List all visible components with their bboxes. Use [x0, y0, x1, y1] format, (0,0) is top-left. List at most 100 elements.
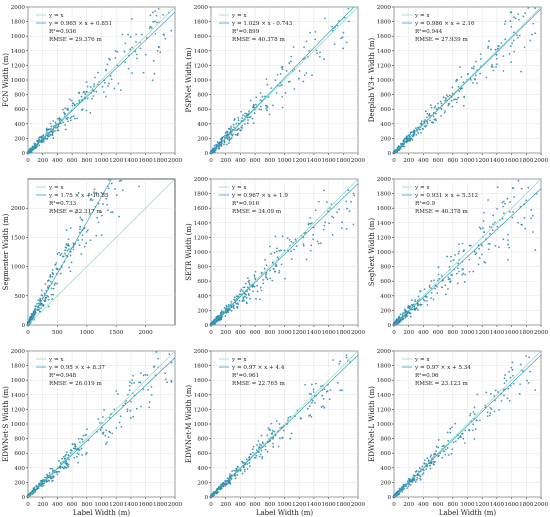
scatter-point	[527, 7, 530, 9]
scatter-point	[133, 381, 135, 384]
scatter-point	[252, 104, 255, 107]
scatter-point	[33, 144, 36, 147]
scatter-point	[271, 432, 274, 435]
scatter-point	[269, 277, 272, 280]
scatter-point	[56, 127, 59, 129]
scatter-point	[474, 253, 477, 256]
scatter-point	[399, 148, 402, 150]
r-squared-label: R²=0.9	[415, 200, 435, 207]
scatter-point	[148, 401, 151, 403]
scatter-point	[232, 306, 235, 308]
y-tick-label: 400	[380, 294, 391, 300]
scatter-point	[476, 393, 479, 396]
scatter-point	[404, 308, 406, 310]
scatter-point	[345, 41, 348, 44]
scatter-point	[79, 441, 81, 444]
scatter-point	[228, 475, 231, 478]
scatter-point	[492, 214, 495, 217]
scatter-point	[85, 451, 88, 454]
scatter-point	[338, 208, 341, 211]
scatter-point	[89, 112, 92, 114]
scatter-point	[51, 479, 54, 482]
scatter-point	[259, 286, 262, 289]
scatter-point	[444, 293, 447, 296]
scatter-point	[314, 30, 317, 33]
scatter-point	[486, 411, 489, 414]
scatter-point	[311, 399, 314, 402]
legend-label-identity: y = x	[414, 185, 430, 191]
scatter-point	[482, 227, 484, 230]
y-tick-label: 400	[197, 294, 208, 300]
scatter-point	[447, 288, 449, 290]
scatter-point	[38, 307, 40, 309]
y-tick-label: 600	[380, 107, 391, 113]
scatter-point	[312, 391, 315, 393]
scatter-point	[251, 106, 254, 109]
y-tick-label: 200	[197, 308, 208, 314]
scatter-point	[278, 271, 280, 274]
scatter-point	[128, 384, 131, 387]
scatter-point	[72, 102, 74, 105]
scatter-point	[51, 130, 53, 133]
scatter-point	[278, 269, 281, 272]
scatter-point	[329, 389, 332, 391]
scatter-point	[30, 312, 33, 315]
scatter-point	[395, 319, 398, 321]
y-tick-label: 1800	[11, 364, 26, 370]
scatter-point	[61, 466, 64, 469]
scatter-point	[138, 185, 140, 188]
scatter-point	[489, 412, 492, 415]
scatter-point	[497, 45, 500, 47]
x-axis-title: Label Width (m)	[256, 509, 314, 517]
y-tick-label: 200	[197, 136, 208, 142]
scatter-point	[66, 464, 69, 467]
scatter-point	[281, 235, 284, 238]
scatter-point	[156, 21, 158, 24]
y-tick-label: 600	[197, 451, 208, 457]
scatter-point	[230, 478, 233, 480]
scatter-point	[508, 399, 511, 402]
scatter-point	[519, 383, 522, 386]
scatter-point	[239, 290, 242, 293]
y-tick-label: 0	[387, 495, 391, 501]
scatter-point	[67, 465, 70, 468]
x-tick-label: 800	[81, 502, 92, 508]
scatter-point	[235, 302, 238, 305]
scatter-point	[409, 305, 412, 308]
x-tick-label: 1500	[109, 330, 124, 336]
scatter-point	[503, 377, 506, 380]
y-tick-label: 400	[380, 466, 391, 472]
scatter-point	[437, 102, 439, 105]
scatter-point	[104, 81, 106, 84]
scatter-point	[474, 77, 476, 80]
scatter-point	[105, 95, 107, 98]
scatter-point	[447, 278, 450, 281]
scatter-point	[440, 275, 443, 277]
y-tick-label: 600	[14, 107, 25, 113]
rmse-label: RMSE = 82.317 m	[49, 209, 102, 215]
y-axis-title: SETR Width (m)	[185, 223, 193, 281]
scatter-point	[323, 224, 326, 227]
x-tick-label: 1400	[490, 158, 505, 164]
scatter-point	[34, 491, 36, 494]
scatter-point	[94, 76, 96, 79]
scatter-point	[311, 74, 313, 77]
scatter-point	[100, 211, 102, 214]
scatter-point	[115, 427, 118, 430]
scatter-point	[517, 13, 520, 16]
rmse-label: RMSE = 26.019 m	[49, 381, 102, 387]
scatter-point	[443, 450, 446, 453]
scatter-point	[304, 383, 307, 386]
scatter-point	[464, 429, 467, 432]
scatter-point	[426, 112, 429, 115]
scatter-point	[423, 459, 426, 462]
scatter-point	[339, 360, 342, 363]
scatter-point	[124, 402, 127, 405]
x-tick-label: 1200	[475, 330, 490, 336]
scatter-point	[244, 123, 246, 125]
y-axis: 0 200 400 600 800 1000 1200 1400 1600 1800 2000	[11, 349, 175, 501]
scatter-point	[233, 307, 235, 310]
scatter-point	[280, 263, 283, 266]
scatter-point	[415, 127, 417, 129]
scatter-point	[110, 182, 113, 185]
